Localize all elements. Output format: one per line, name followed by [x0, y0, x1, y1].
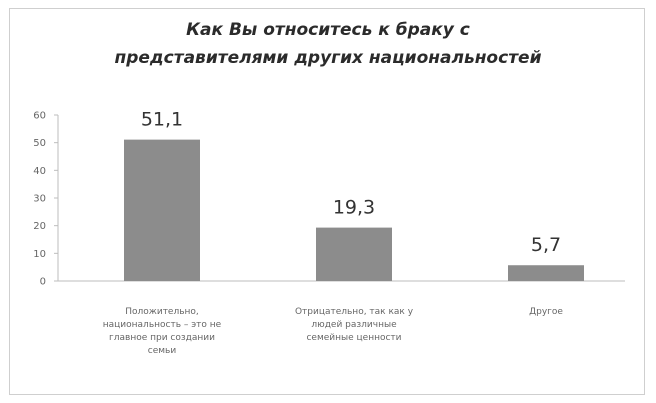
- bar-value-label: 5,7: [531, 234, 561, 256]
- category-label: людей различные: [311, 320, 397, 330]
- bar: [508, 265, 584, 281]
- category-labels: Положительно, национальность – это не глав…: [103, 307, 564, 356]
- category-label: семейные ценности: [306, 333, 401, 343]
- y-tick-label: 50: [33, 138, 46, 149]
- y-tick-label: 10: [33, 249, 46, 260]
- category-label: Положительно,: [125, 307, 199, 317]
- chart-frame: [9, 8, 645, 395]
- category-label: семьи: [148, 346, 177, 356]
- y-axis: 0 10 20 30 40 50 60: [33, 111, 59, 288]
- category-label: Отрицательно, так как у: [295, 307, 414, 317]
- category-label: Другое: [529, 307, 563, 317]
- y-tick-label: 30: [33, 194, 46, 205]
- y-tick-label: 60: [33, 111, 46, 122]
- bar-value-label: 19,3: [333, 197, 375, 219]
- data-labels: 51,1 19,3 5,7: [141, 109, 561, 257]
- chart-title-line-2: представителями других национальностей: [114, 48, 542, 68]
- chart-title-line-1: Как Вы относитесь к браку с: [186, 20, 470, 40]
- y-tick-label: 20: [33, 221, 46, 232]
- y-tick-label: 40: [33, 166, 46, 177]
- chart-title: Как Вы относитесь к браку с представител…: [0, 16, 656, 72]
- category-label: главное при создании: [109, 333, 215, 343]
- y-tick-label: 0: [40, 277, 46, 288]
- category-label: национальность – это не: [103, 320, 222, 330]
- bars: [124, 139, 584, 281]
- bar: [316, 227, 392, 281]
- bar: [124, 139, 200, 281]
- bar-value-label: 51,1: [141, 109, 183, 131]
